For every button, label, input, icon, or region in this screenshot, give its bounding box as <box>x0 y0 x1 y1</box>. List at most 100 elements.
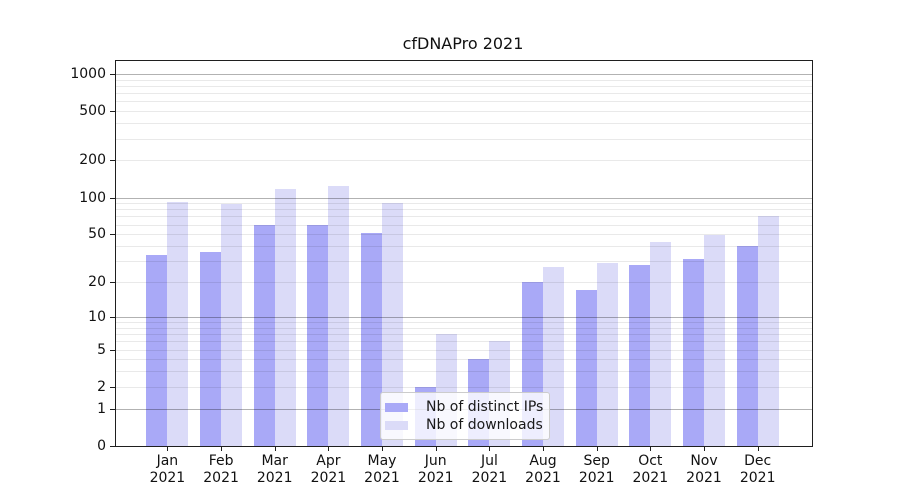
gridline-minor-200 <box>116 160 812 162</box>
legend-label-downloads: Nb of downloads <box>426 417 543 433</box>
bar-ips-feb <box>200 251 222 446</box>
x-tick-label-feb: Feb 2021 <box>189 453 253 487</box>
y-tick-label-200: 200 <box>79 152 106 169</box>
x-tick-month: Aug <box>529 453 557 469</box>
x-tick-month: Sep <box>583 453 610 469</box>
bar-downloads-oct <box>650 242 672 446</box>
x-tick-month: Dec <box>744 453 772 469</box>
y-tick-label-10: 10 <box>88 308 106 325</box>
y-tick-100 <box>110 197 115 199</box>
legend-entry-distinct-ips: Nb of distinct IPs <box>385 398 543 416</box>
x-tick-label-jul: Jul 2021 <box>457 453 521 487</box>
x-tick-year: 2021 <box>256 470 293 486</box>
x-tick-label-jan: Jan 2021 <box>135 453 199 487</box>
plot-area: Nb of distinct IPs Nb of downloads 0 1 2 5 1… <box>70 60 813 486</box>
bar-ips-nov <box>683 259 704 446</box>
x-tick-year: 2021 <box>471 470 508 486</box>
x-tick-month: Mar <box>261 453 288 469</box>
gridline-major-1000 <box>116 73 812 75</box>
x-tick-label-jun: Jun 2021 <box>404 453 468 487</box>
y-tick-label-1: 1 <box>97 400 106 417</box>
gridline-minor-300 <box>116 138 812 140</box>
bar-downloads-sep <box>596 262 618 446</box>
bar-downloads-feb <box>221 203 243 446</box>
x-tick-label-apr: Apr 2021 <box>296 453 360 487</box>
bar-ips-jan <box>146 254 168 446</box>
x-tick-month: Apr <box>316 453 341 469</box>
gridline-minor-900 <box>116 79 812 81</box>
x-tick-year: 2021 <box>686 470 722 486</box>
bar-ips-apr <box>307 224 329 446</box>
x-tick-year: 2021 <box>310 470 347 486</box>
y-tick-label-0: 0 <box>97 438 106 454</box>
bar-ips-oct <box>629 264 651 446</box>
x-tick-sep <box>596 447 598 451</box>
x-tick-month: Nov <box>690 453 718 469</box>
x-tick-label-oct: Oct 2021 <box>618 453 682 487</box>
legend-label-distinct-ips: Nb of distinct IPs <box>426 399 544 415</box>
x-tick-month: Jul <box>480 453 498 469</box>
y-tick-label-100: 100 <box>79 189 106 206</box>
x-tick-year: 2021 <box>149 470 186 486</box>
x-tick-label-may: May 2021 <box>350 453 414 487</box>
bar-downloads-apr <box>328 186 350 446</box>
bar-downloads-mar <box>274 188 296 446</box>
gridline-minor-800 <box>116 85 812 87</box>
x-tick-dec <box>757 447 759 451</box>
legend-swatch-downloads <box>385 420 408 430</box>
y-tick-1000 <box>110 73 115 75</box>
x-tick-jul <box>489 447 491 451</box>
bar-ips-sep <box>575 290 597 446</box>
legend-entry-downloads: Nb of downloads <box>385 416 543 434</box>
x-tick-year: 2021 <box>739 470 776 486</box>
x-tick-month: May <box>367 453 397 469</box>
y-tick-label-500: 500 <box>79 103 106 120</box>
chart-title: cfDNAPro 2021 <box>402 34 524 53</box>
x-tick-month: Jan <box>156 453 179 469</box>
x-tick-year: 2021 <box>417 470 454 486</box>
bar-ips-dec <box>736 246 758 446</box>
x-tick-mar <box>274 447 276 451</box>
y-tick-label-50: 50 <box>88 226 106 243</box>
x-tick-year: 2021 <box>632 470 669 486</box>
y-tick-label-20: 20 <box>88 274 106 290</box>
bar-downloads-jan <box>167 201 189 446</box>
bar-ips-may <box>361 233 382 446</box>
x-tick-month: Feb <box>208 453 234 469</box>
x-tick-label-nov: Nov 2021 <box>672 453 736 487</box>
x-tick-nov <box>704 447 705 451</box>
x-tick-month: Jun <box>424 453 447 469</box>
bar-downloads-nov <box>704 235 725 446</box>
y-tick-2 <box>110 386 115 388</box>
y-tick-500 <box>110 111 115 113</box>
x-tick-month: Oct <box>638 453 663 469</box>
x-tick-oct <box>650 447 652 451</box>
x-tick-jun <box>435 447 437 451</box>
x-tick-may <box>382 447 383 451</box>
y-tick-200 <box>110 160 115 162</box>
bar-downloads-dec <box>757 216 779 446</box>
y-tick-0 <box>110 446 115 447</box>
x-tick-year: 2021 <box>578 470 615 486</box>
y-tick-label-5: 5 <box>97 341 106 358</box>
x-tick-year: 2021 <box>364 470 400 486</box>
legend: Nb of distinct IPs Nb of downloads <box>380 392 551 440</box>
x-tick-apr <box>328 447 330 451</box>
x-tick-feb <box>221 447 223 451</box>
gridline-minor-500 <box>116 111 812 113</box>
y-tick-1 <box>110 408 115 410</box>
y-tick-50 <box>110 234 115 236</box>
y-tick-10 <box>110 316 115 318</box>
x-tick-label-aug: Aug 2021 <box>511 453 575 487</box>
bar-ips-mar <box>253 224 275 446</box>
x-tick-label-dec: Dec 2021 <box>726 453 790 487</box>
gridline-minor-400 <box>116 123 812 125</box>
y-tick-20 <box>110 282 115 283</box>
y-tick-label-1000: 1000 <box>70 65 106 82</box>
gridline-minor-700 <box>116 93 812 95</box>
x-tick-year: 2021 <box>203 470 239 486</box>
x-tick-year: 2021 <box>525 470 561 486</box>
gridline-major-100 <box>116 197 812 199</box>
y-tick-5 <box>110 349 115 351</box>
